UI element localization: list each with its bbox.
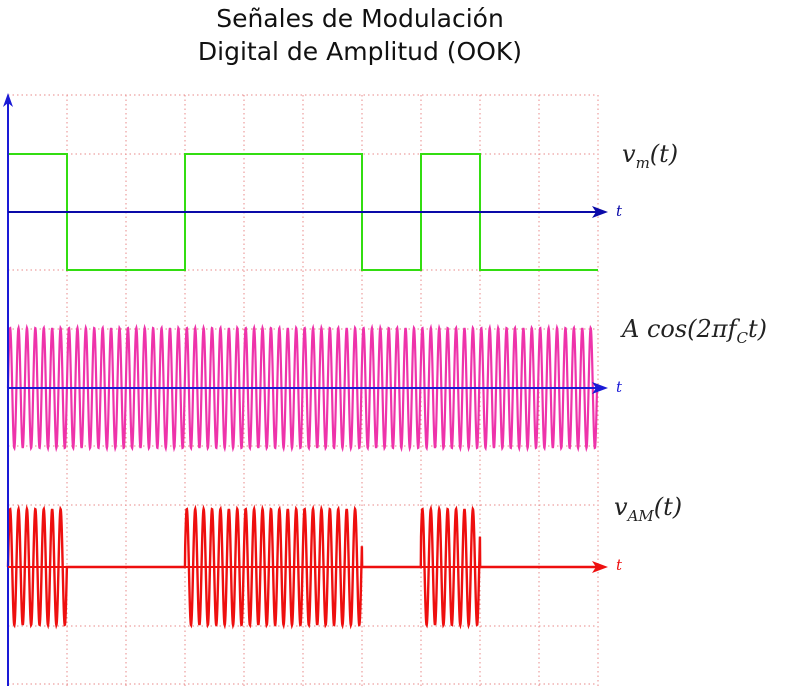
waveforms: [6, 153, 599, 630]
time-axis-vam-arrow: [592, 561, 608, 573]
axis-label-t-3: t: [616, 556, 623, 574]
axes: [3, 93, 608, 686]
time-axis-carrier-arrow: [592, 382, 608, 394]
title-line-2: Digital de Amplitud (OOK): [197, 37, 523, 66]
vertical-axis-arrow: [3, 93, 13, 107]
axis-label-t-1: t: [616, 202, 623, 220]
time-axis-vm-arrow: [592, 206, 608, 218]
label-carrier: A cos(2πfCt): [620, 315, 767, 347]
label-vm: vm(t): [622, 140, 678, 172]
title-line-1: Señales de Modulación: [216, 4, 504, 33]
label-vam: vAM(t): [614, 493, 682, 525]
diagram-title: Señales de Modulación Digital de Amplitu…: [0, 2, 720, 68]
axis-label-t-2: t: [616, 378, 623, 396]
